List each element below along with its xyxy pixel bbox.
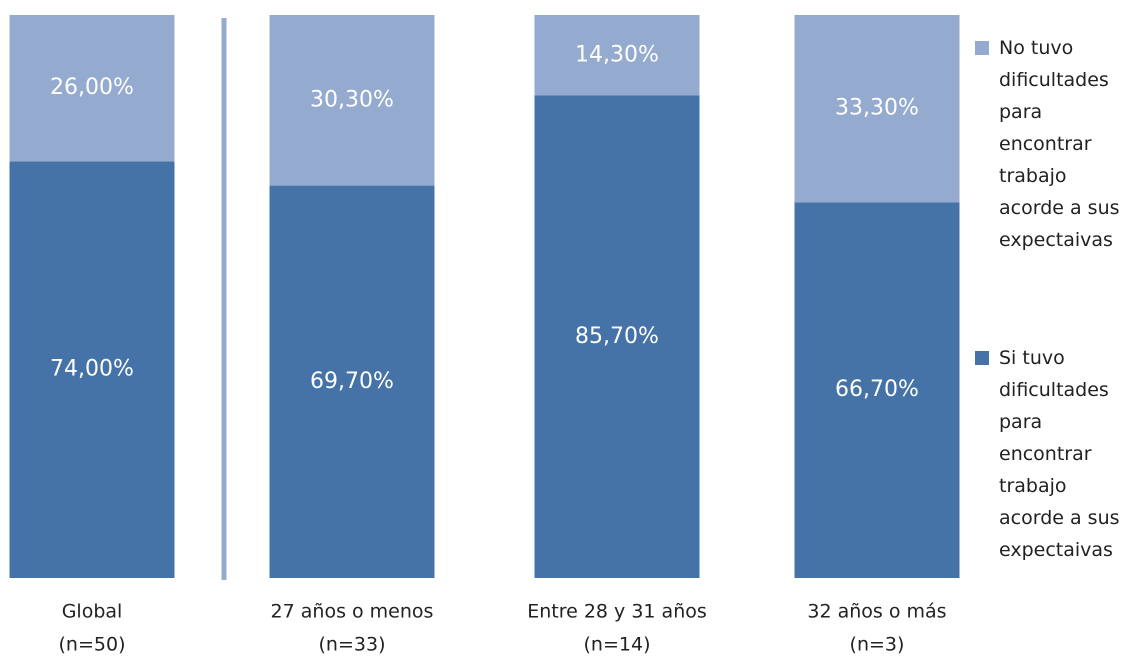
legend-swatch <box>975 41 989 55</box>
x-tick-label: (n=33) <box>319 634 386 656</box>
bar-segment <box>534 95 700 578</box>
data-label: 66,70% <box>835 377 919 402</box>
data-label: 14,30% <box>575 42 659 67</box>
data-label: 30,30% <box>310 87 394 112</box>
data-label: 69,70% <box>310 369 394 394</box>
legend-swatch <box>975 351 989 365</box>
data-label: 85,70% <box>575 324 659 349</box>
data-label: 26,00% <box>50 75 134 100</box>
x-tick-label: (n=14) <box>584 634 651 656</box>
legend-label: No tuvo dificultades para encontrar trab… <box>999 37 1120 251</box>
x-tick-label: (n=3) <box>850 634 905 656</box>
x-tick-label: (n=50) <box>59 634 126 656</box>
x-tick-label: Entre 28 y 31 años <box>527 601 707 623</box>
bar-segment <box>794 202 960 578</box>
legend-item: Si tuvo dificultades para encontrar trab… <box>975 342 1131 566</box>
bar-segment <box>9 161 175 578</box>
bar-segment <box>9 15 175 162</box>
data-label: 74,00% <box>50 357 134 382</box>
data-label: 33,30% <box>835 96 919 121</box>
x-tick-label: 27 años o menos <box>271 601 434 623</box>
bar-segment <box>269 15 435 186</box>
bar-segment <box>534 15 700 96</box>
bar-segment <box>794 15 960 203</box>
bar-segment <box>269 185 435 579</box>
x-tick-label: 32 años o más <box>807 601 946 623</box>
x-tick-label: Global <box>62 601 123 623</box>
legend-item: No tuvo dificultades para encontrar trab… <box>975 32 1131 256</box>
legend-label: Si tuvo dificultades para encontrar trab… <box>999 347 1120 561</box>
